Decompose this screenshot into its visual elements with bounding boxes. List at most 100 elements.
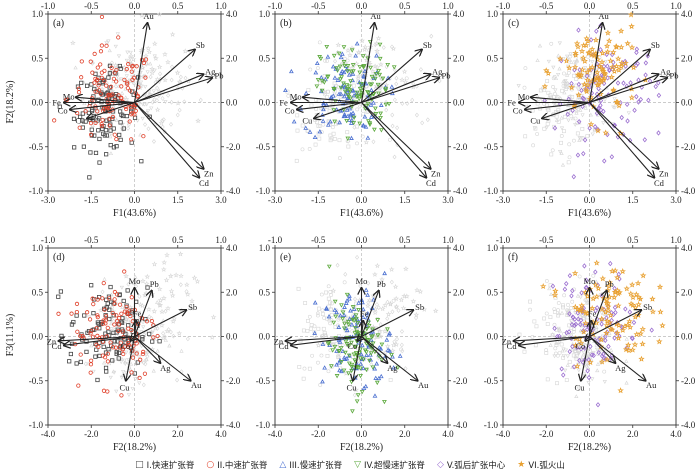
right-tick-label: 4.0 xyxy=(681,243,693,253)
score-point xyxy=(124,350,129,355)
score-point xyxy=(394,336,399,342)
score-point xyxy=(614,98,621,105)
top-tick-label: -1.0 xyxy=(496,1,511,11)
score-point xyxy=(321,122,326,127)
score-point xyxy=(388,266,395,272)
y-tick-label: 1.0 xyxy=(32,9,44,19)
score-point xyxy=(376,68,382,74)
score-point xyxy=(109,327,114,332)
score-point xyxy=(326,89,331,94)
score-point xyxy=(105,325,110,330)
score-point xyxy=(327,318,332,323)
score-point xyxy=(554,94,560,99)
panel-label: (e) xyxy=(280,252,291,263)
top-tick-label: 1.0 xyxy=(215,235,227,245)
score-point xyxy=(74,309,79,315)
score-point xyxy=(551,95,556,99)
score-point xyxy=(114,349,119,355)
score-point xyxy=(573,354,578,359)
score-point xyxy=(349,135,354,140)
loading-arrow-au xyxy=(134,336,191,381)
top-tick-label: 0.0 xyxy=(356,235,368,245)
score-point xyxy=(156,302,163,308)
score-point xyxy=(633,62,639,69)
score-point xyxy=(71,116,77,121)
right-tick-label: -4.0 xyxy=(226,420,241,430)
score-point xyxy=(569,306,573,310)
x-tick-label: 1.5 xyxy=(399,195,411,205)
x-tick-label: 0.0 xyxy=(584,195,596,205)
score-point xyxy=(656,80,661,86)
score-point xyxy=(656,130,661,136)
score-point xyxy=(548,315,553,319)
score-point xyxy=(582,345,587,351)
score-point xyxy=(82,313,87,318)
score-point xyxy=(100,117,105,123)
score-point xyxy=(554,117,559,122)
score-point xyxy=(348,111,354,116)
score-point xyxy=(588,45,596,52)
score-point xyxy=(179,348,184,353)
score-point xyxy=(611,288,619,295)
score-point xyxy=(120,304,125,309)
score-point xyxy=(626,317,633,325)
right-tick-label: 4.0 xyxy=(453,243,465,253)
score-point xyxy=(602,158,607,164)
score-point xyxy=(552,335,558,340)
score-point xyxy=(360,54,366,59)
score-point xyxy=(351,352,357,357)
score-point xyxy=(372,393,378,398)
loading-arrow-mo xyxy=(303,97,362,104)
score-point xyxy=(567,155,572,160)
score-point xyxy=(360,306,366,312)
score-point xyxy=(336,51,342,56)
score-point xyxy=(566,160,571,165)
score-point xyxy=(592,330,597,335)
score-point xyxy=(370,68,376,74)
score-point xyxy=(574,76,579,81)
score-point xyxy=(101,106,106,111)
score-point xyxy=(345,113,351,118)
loading-label-mo: Mo xyxy=(129,276,141,286)
score-point xyxy=(75,111,80,116)
score-point xyxy=(93,76,98,81)
score-point xyxy=(569,114,574,119)
score-point xyxy=(579,87,584,94)
loading-arrow-cu xyxy=(87,101,135,119)
score-point xyxy=(544,348,549,352)
score-point xyxy=(336,360,342,365)
score-point xyxy=(375,82,381,88)
score-point xyxy=(628,80,633,86)
score-point xyxy=(386,332,392,337)
score-point xyxy=(384,99,389,105)
score-point xyxy=(110,310,115,316)
x-tick-label: 1.5 xyxy=(172,195,184,205)
loading-label-zn: Zn xyxy=(431,169,441,179)
score-point xyxy=(318,88,324,94)
score-point xyxy=(316,313,320,318)
score-point xyxy=(295,113,300,118)
top-tick-label: 0.5 xyxy=(399,1,411,11)
score-point xyxy=(607,331,612,336)
score-point xyxy=(326,341,332,346)
score-point xyxy=(584,37,592,44)
score-point xyxy=(307,314,312,319)
y-tick-label: -1.0 xyxy=(256,420,271,430)
score-point xyxy=(175,100,181,106)
y-tick-label: 0.0 xyxy=(487,332,499,342)
right-tick-label: 4.0 xyxy=(226,9,238,19)
score-point xyxy=(138,315,143,321)
score-point xyxy=(119,107,124,112)
legend-label: II.中速扩张脊 xyxy=(217,460,268,471)
score-point xyxy=(599,321,604,327)
score-point xyxy=(379,305,386,312)
score-point xyxy=(377,42,383,47)
score-point xyxy=(358,81,364,87)
score-point xyxy=(149,69,156,76)
score-point xyxy=(183,75,188,81)
score-point xyxy=(99,75,104,80)
score-point xyxy=(125,311,130,317)
score-point xyxy=(328,138,333,143)
score-point xyxy=(150,330,155,335)
right-tick-label: 4.0 xyxy=(226,243,238,253)
